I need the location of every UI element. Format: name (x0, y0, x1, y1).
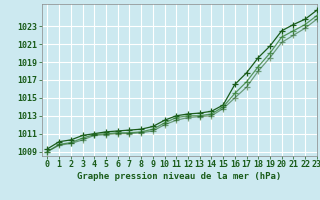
X-axis label: Graphe pression niveau de la mer (hPa): Graphe pression niveau de la mer (hPa) (77, 172, 281, 181)
